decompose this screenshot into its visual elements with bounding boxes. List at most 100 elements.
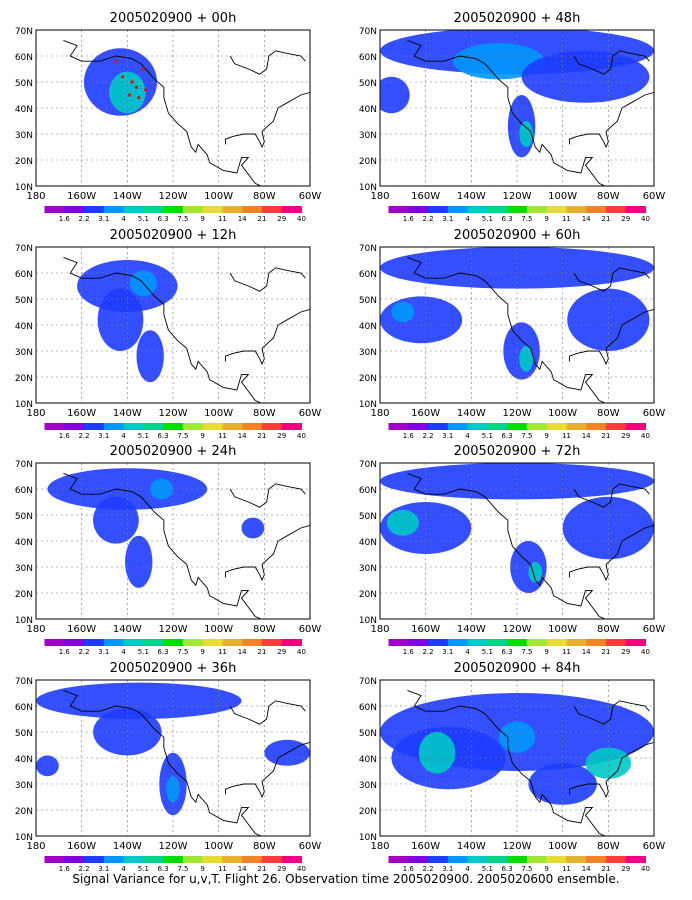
colorbar-label: 29 <box>621 215 630 223</box>
coastline <box>407 472 606 619</box>
colorbar-swatch <box>625 206 646 213</box>
colorbar-label: 29 <box>621 865 630 873</box>
x-tick-label: 140W <box>113 191 142 202</box>
colorbar-label: 11 <box>218 432 227 440</box>
colorbar-label: 4 <box>465 432 470 440</box>
coastline <box>229 50 306 75</box>
x-tick-label: 160W <box>411 191 440 202</box>
colorbar-swatch <box>222 856 243 863</box>
y-tick-label: 30N <box>15 781 33 791</box>
colorbar-label: 11 <box>562 432 571 440</box>
colorbar-swatch <box>261 206 283 213</box>
colorbar-swatch <box>566 206 587 213</box>
x-tick-label: 160W <box>411 408 440 419</box>
colorbar-swatch <box>487 423 508 430</box>
x-tick-label: 60W <box>643 408 666 419</box>
coastline <box>569 741 654 799</box>
variance-blob <box>125 535 153 588</box>
colorbar-swatch <box>143 206 164 213</box>
panel-plot-area <box>36 247 310 403</box>
x-tick-label: 160W <box>67 841 96 852</box>
colorbar-swatch <box>222 206 243 213</box>
plot-frame <box>35 462 311 620</box>
colorbar-label: 21 <box>602 648 611 656</box>
colorbar-label: 11 <box>562 648 571 656</box>
colorbar-swatch <box>281 423 302 430</box>
y-tick-label: 70N <box>15 677 33 687</box>
colorbar-label: 40 <box>641 865 650 873</box>
colorbar-swatch <box>566 639 587 646</box>
colorbar-swatch <box>222 423 243 430</box>
x-tick-label: 60W <box>299 624 322 635</box>
colorbar-label: 5.1 <box>482 648 493 656</box>
map-panel: 2005020900 + 60h 10N 20N 30N 40N 50N 60N 70N 180… <box>359 228 666 440</box>
colorbar-label: 21 <box>258 865 267 873</box>
x-tick-label: 140W <box>113 408 142 419</box>
x-tick-label: 160W <box>411 841 440 852</box>
colorbar-swatch <box>163 856 184 863</box>
colorbar-label: 11 <box>218 648 227 656</box>
colorbar-label: 40 <box>297 648 306 656</box>
x-tick-label: 80W <box>597 408 620 419</box>
y-tick-label: 50N <box>359 79 377 89</box>
colorbar-label: 7.5 <box>521 215 532 223</box>
y-tick-label: 20N <box>15 157 33 167</box>
y-tick-label: 40N <box>15 322 33 332</box>
colorbar-swatch <box>388 423 409 430</box>
variance-blob <box>166 776 180 803</box>
colorbar-label: 5.1 <box>138 865 149 873</box>
x-tick-label: 140W <box>457 408 486 419</box>
variance-blob <box>567 288 650 351</box>
colorbar-swatch <box>103 856 125 863</box>
y-tick-label: 60N <box>359 270 377 280</box>
y-tick-label: 30N <box>15 348 33 358</box>
colorbar-label: 2.2 <box>78 432 89 440</box>
y-tick-label: 60N <box>15 270 33 280</box>
panel-title: 2005020900 + 12h <box>110 228 237 243</box>
coastline <box>569 91 654 149</box>
map-panel: 2005020900 + 72h 10N 20N 30N 40N 50N 60N 70N 180… <box>359 444 666 656</box>
colorbar-label: 14 <box>582 865 591 873</box>
panel-plot-area <box>36 463 310 619</box>
y-tick-label: 20N <box>359 807 377 817</box>
colorbar-swatch <box>507 206 528 213</box>
colorbar-swatch <box>526 856 548 863</box>
colorbar-swatch <box>388 856 409 863</box>
y-tick-label: 30N <box>359 781 377 791</box>
x-tick-label: 80W <box>253 841 276 852</box>
colorbar-label: 6.3 <box>502 432 513 440</box>
y-tick-label: 60N <box>15 703 33 713</box>
colorbar-swatch <box>507 856 528 863</box>
y-tick-label: 40N <box>359 322 377 332</box>
colorbar-swatch <box>507 423 528 430</box>
colorbar-swatch <box>526 206 548 213</box>
plot-frame <box>379 462 655 620</box>
colorbar-label: 7.5 <box>177 432 188 440</box>
colorbar-label: 21 <box>602 215 611 223</box>
colorbar-swatch <box>143 639 164 646</box>
colorbar-label: 40 <box>297 432 306 440</box>
y-tick-label: 50N <box>359 729 377 739</box>
colorbar-label: 29 <box>621 648 630 656</box>
variance-blob <box>519 345 533 372</box>
colorbar-label: 6.3 <box>502 865 513 873</box>
y-tick-label: 20N <box>15 590 33 600</box>
colorbar-swatch <box>182 856 204 863</box>
y-tick-label: 40N <box>15 538 33 548</box>
colorbar-label: 3.1 <box>98 865 109 873</box>
colorbar-label: 5.1 <box>482 865 493 873</box>
colorbar-label: 5.1 <box>138 215 149 223</box>
x-tick-label: 60W <box>299 191 322 202</box>
colorbar-swatch <box>625 639 646 646</box>
y-tick-label: 30N <box>359 564 377 574</box>
coastline <box>63 689 262 836</box>
colorbar-label: 11 <box>218 865 227 873</box>
colorbar-label: 4 <box>465 865 470 873</box>
observation-point <box>134 85 139 89</box>
colorbar-label: 1.6 <box>403 215 415 223</box>
colorbar-label: 21 <box>258 648 267 656</box>
colorbar-swatch <box>202 206 223 213</box>
colorbar-label: 4 <box>121 215 126 223</box>
observation-point <box>141 67 145 71</box>
colorbar-label: 14 <box>238 215 247 223</box>
